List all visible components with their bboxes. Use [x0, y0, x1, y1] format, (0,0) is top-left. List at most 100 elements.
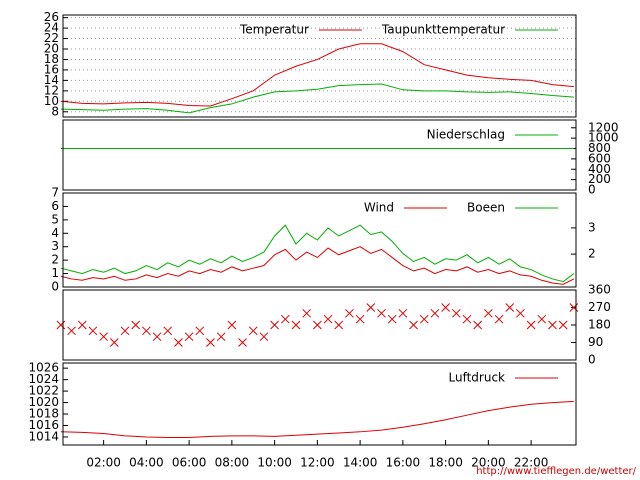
y-tick-label: 2 — [51, 253, 59, 267]
legend-label: Boeen — [467, 201, 505, 215]
x-tick-label: 02:00 — [86, 456, 121, 470]
legend-label: Wind — [364, 201, 394, 215]
y-tick-label: 14 — [44, 73, 59, 87]
direction-point — [227, 320, 237, 330]
series-line — [60, 224, 575, 283]
x-tick-label: 16:00 — [386, 456, 421, 470]
y-tick-label: 6 — [51, 199, 59, 213]
y-tick-label: 2 — [588, 247, 596, 261]
y-tick-label: 18 — [44, 52, 59, 66]
direction-point — [120, 326, 130, 336]
direction-point — [505, 303, 515, 312]
x-tick-label: 10:00 — [257, 456, 292, 470]
direction-point — [377, 308, 386, 318]
direction-point — [313, 320, 322, 330]
direction-point — [56, 320, 66, 330]
legend-label: Niederschlag — [427, 128, 505, 142]
y-tick-label: 0 — [588, 183, 596, 197]
direction-point — [152, 332, 162, 342]
direction-point — [77, 320, 87, 330]
x-tick-label: 20:00 — [471, 456, 506, 470]
direction-point — [355, 314, 365, 324]
direction-point — [398, 308, 408, 318]
direction-point — [184, 332, 194, 342]
legend-label: Temperatur — [239, 23, 309, 37]
direction-point — [494, 314, 504, 324]
direction-point — [409, 320, 418, 330]
x-tick-label: 06:00 — [172, 456, 207, 470]
y-tick-label: 10 — [44, 94, 59, 108]
panel-frame — [62, 362, 577, 446]
direction-point — [216, 332, 226, 342]
y-tick-label: 1026 — [28, 361, 59, 375]
series-line — [60, 43, 574, 107]
direction-point — [248, 326, 258, 336]
y-tick-label: 800 — [588, 141, 611, 155]
direction-point — [387, 314, 397, 324]
direction-point — [473, 320, 483, 330]
x-tick-label: 14:00 — [343, 456, 378, 470]
direction-point — [345, 308, 354, 318]
direction-point — [484, 308, 493, 318]
y-tick-label: 16 — [44, 62, 59, 76]
direction-point — [366, 303, 376, 312]
series-line — [60, 246, 575, 285]
y-tick-label: 1014 — [28, 429, 59, 443]
direction-point — [548, 320, 557, 330]
series-line — [60, 83, 574, 114]
panel-frame — [62, 192, 577, 288]
y-tick-label: 360 — [588, 283, 611, 297]
direction-point — [174, 338, 183, 347]
direction-point — [142, 326, 151, 336]
y-tick-label: 400 — [588, 162, 611, 176]
y-tick-label: 4 — [51, 226, 59, 240]
direction-point — [238, 338, 247, 347]
direction-point — [109, 338, 119, 347]
direction-point — [302, 308, 312, 318]
direction-point — [163, 326, 173, 336]
direction-point — [569, 303, 579, 312]
y-tick-label: 1200 — [588, 120, 619, 134]
y-tick-label: 8 — [51, 104, 59, 118]
legend-label: Taupunkttemperatur — [381, 23, 505, 37]
footer-url: http://www.tiefflegen.de/wetter/ — [476, 466, 636, 477]
direction-point — [99, 332, 108, 342]
y-tick-label: 600 — [588, 151, 611, 165]
y-tick-label: 5 — [51, 212, 59, 226]
direction-point — [441, 303, 450, 312]
series-line — [60, 400, 574, 439]
x-tick-label: 22:00 — [514, 456, 549, 470]
y-tick-label: 1 — [51, 266, 59, 280]
y-tick-label: 0 — [51, 280, 59, 294]
direction-point — [334, 320, 344, 330]
panel-frame — [62, 289, 577, 361]
x-tick-label: 12:00 — [300, 456, 335, 470]
direction-point — [67, 326, 76, 336]
y-tick-label: 7 — [51, 186, 59, 200]
direction-point — [451, 308, 461, 318]
direction-point — [131, 320, 141, 330]
x-tick-label: 04:00 — [129, 456, 164, 470]
y-tick-label: 270 — [588, 300, 611, 314]
direction-point — [291, 320, 301, 330]
direction-point — [280, 314, 290, 324]
x-tick-label: 18:00 — [428, 456, 463, 470]
direction-point — [419, 314, 429, 324]
direction-point — [462, 314, 472, 324]
direction-point — [558, 320, 568, 330]
direction-point — [323, 314, 333, 324]
x-tick-label: 08:00 — [215, 456, 250, 470]
y-tick-label: 22 — [44, 31, 59, 45]
direction-point — [259, 332, 269, 342]
direction-point — [270, 320, 279, 330]
direction-point — [516, 308, 525, 318]
y-tick-label: 1016 — [28, 418, 59, 432]
direction-point — [88, 326, 98, 336]
y-tick-label: 1000 — [588, 131, 619, 145]
y-tick-label: 3 — [51, 239, 59, 253]
direction-point — [195, 326, 205, 336]
y-tick-label: 200 — [588, 172, 611, 186]
y-tick-label: 12 — [44, 83, 59, 97]
y-tick-label: 180 — [588, 318, 611, 332]
